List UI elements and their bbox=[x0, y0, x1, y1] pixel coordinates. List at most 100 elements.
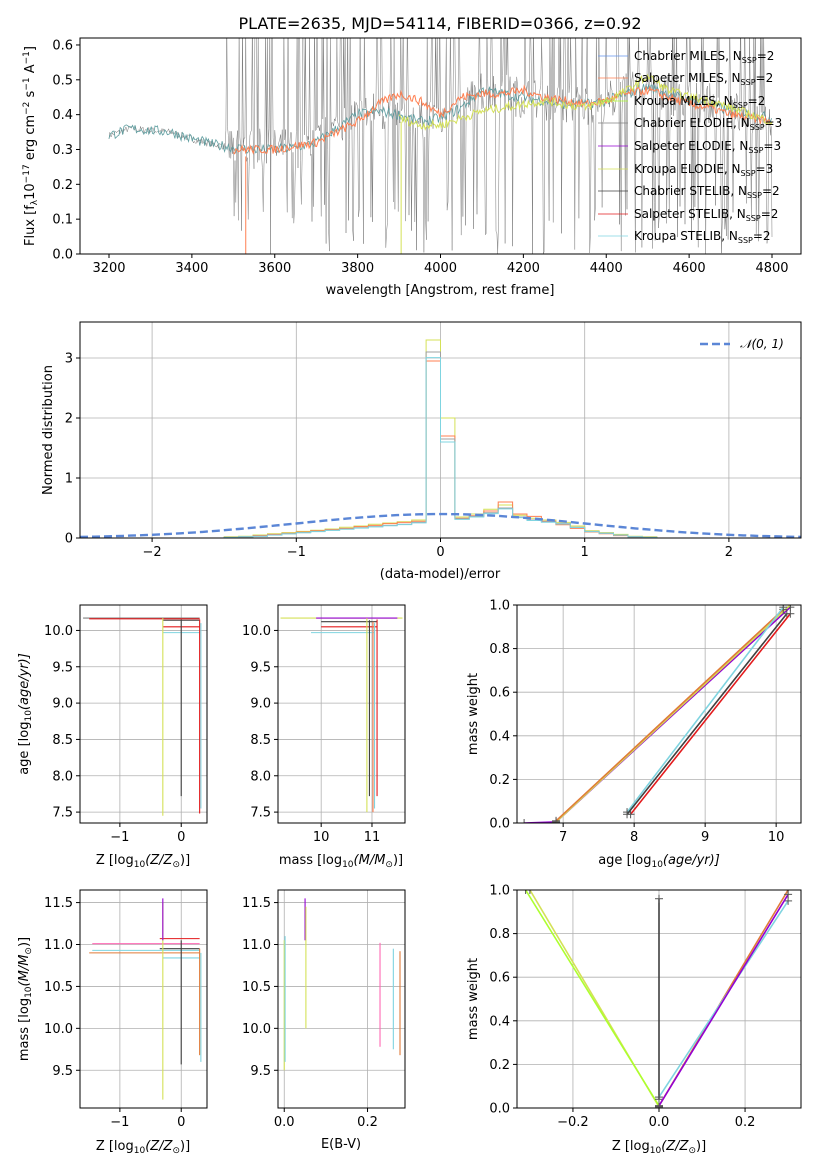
x-tick-label: 0.0 bbox=[649, 1115, 670, 1130]
y-tick-label: 8.5 bbox=[250, 733, 271, 748]
y-tick-label: 11.0 bbox=[44, 938, 73, 953]
y-tick-label: 1.0 bbox=[489, 884, 510, 899]
y-tick-label: 0.4 bbox=[489, 729, 510, 744]
mw-z-xlabel: Z [log10(Z/Z⊙)] bbox=[612, 1139, 706, 1156]
mass-weight-line bbox=[658, 893, 789, 1107]
legend-salpeter-stelib: Salpeter STELIB, NSSP=2 bbox=[634, 207, 778, 223]
mw-age-ylabel: mass weight bbox=[466, 673, 481, 755]
spectrum-model-kroupa bbox=[398, 73, 773, 131]
y-tick-label: 0.0 bbox=[489, 817, 510, 832]
x-tick-label: 0.2 bbox=[357, 1115, 378, 1130]
y-tick-label: 3 bbox=[65, 352, 73, 367]
y-tick-label: 0.8 bbox=[489, 927, 510, 942]
y-tick-label: 11.0 bbox=[242, 938, 271, 953]
y-tick-label: 10.0 bbox=[44, 1022, 73, 1037]
x-tick-label: 0 bbox=[436, 545, 444, 560]
x-tick-label: 9 bbox=[701, 830, 709, 845]
y-tick-label: 1.0 bbox=[489, 599, 510, 614]
y-tick-label: 0.2 bbox=[52, 178, 73, 193]
x-tick-label: 4800 bbox=[755, 261, 788, 276]
mass-weight-line bbox=[629, 613, 791, 815]
y-tick-label: 9.0 bbox=[250, 697, 271, 712]
x-tick-label: −2 bbox=[143, 545, 162, 560]
x-tick-label: 10 bbox=[313, 830, 330, 845]
x-tick-label: 4200 bbox=[507, 261, 540, 276]
y-tick-label: 0.2 bbox=[489, 773, 510, 788]
x-tick-label: 10 bbox=[768, 830, 785, 845]
x-tick-label: 3400 bbox=[175, 261, 208, 276]
y-tick-label: 8.5 bbox=[52, 733, 73, 748]
y-tick-label: 0.6 bbox=[489, 971, 510, 986]
y-tick-label: 11.5 bbox=[44, 896, 73, 911]
mass-weight-line bbox=[626, 613, 788, 815]
age-vs-metallicity-panel: −1 0 7.5 8.0 8.5 9.0 9.5 10.0 Z [log10(Z/Z⊙)] a… bbox=[17, 604, 208, 870]
age-vs-mass-panel: 10 11 7.5 8.0 8.5 9.0 9.5 10.0 mass [log10(M/M⊙… bbox=[242, 604, 406, 870]
mw-age-axes-frame bbox=[516, 604, 802, 824]
y-tick-label: 11.5 bbox=[242, 896, 271, 911]
y-tick-label: 10.0 bbox=[242, 1022, 271, 1037]
legend-chabrier-elodie: Chabrier ELODIE, NSSP=3 bbox=[634, 116, 782, 132]
x-tick-label: 4400 bbox=[590, 261, 623, 276]
legend-kroupa-elodie: Kroupa ELODIE, NSSP=3 bbox=[634, 162, 773, 178]
x-tick-label: 4000 bbox=[424, 261, 457, 276]
x-tick-label: 3200 bbox=[92, 261, 125, 276]
x-tick-label: 1 bbox=[581, 545, 589, 560]
y-tick-label: 0.0 bbox=[489, 1102, 510, 1117]
x-tick-label: 8 bbox=[630, 830, 638, 845]
x-tick-label: 4600 bbox=[673, 261, 706, 276]
y-tick-label: 7.5 bbox=[52, 806, 73, 821]
age-z-xlabel: Z [log10(Z/Z⊙)] bbox=[96, 853, 190, 870]
y-tick-label: 0.4 bbox=[52, 108, 73, 123]
x-tick-label: 3800 bbox=[341, 261, 374, 276]
y-tick-label: 0.0 bbox=[52, 248, 73, 263]
y-tick-label: 0.2 bbox=[489, 1058, 510, 1073]
residuals-panel: −2 −1 0 1 2 0 1 2 3 (data-model)/error Normed di… bbox=[41, 321, 802, 582]
x-tick-label: 0.0 bbox=[274, 1115, 295, 1130]
y-tick-label: 0.6 bbox=[489, 686, 510, 701]
y-tick-label: 10.5 bbox=[242, 980, 271, 995]
x-tick-label: 0 bbox=[177, 830, 185, 845]
y-tick-label: 10.5 bbox=[44, 980, 73, 995]
mass-weight-line bbox=[524, 890, 660, 1107]
x-tick-label: 7 bbox=[559, 830, 567, 845]
legend-kroupa-miles: Kroupa MILES, NSSP=2 bbox=[634, 94, 765, 110]
x-tick-label: 0 bbox=[177, 1115, 185, 1130]
residuals-ylabel: Normed distribution bbox=[41, 365, 56, 495]
spectrum-xlabel: wavelength [Angstrom, rest frame] bbox=[326, 283, 555, 298]
mass-ebv-axes-frame bbox=[277, 889, 406, 1109]
y-tick-label: 9.5 bbox=[52, 1064, 73, 1079]
legend-chabrier-miles: Chabrier MILES, NSSP=2 bbox=[634, 49, 774, 65]
legend-salpeter-elodie: Salpeter ELODIE, NSSP=3 bbox=[634, 139, 781, 155]
mass-z-ylabel: mass [log10(M/M⊙)] bbox=[17, 937, 34, 1061]
y-tick-label: 0.4 bbox=[489, 1014, 510, 1029]
mass-z-axes-frame bbox=[79, 889, 208, 1109]
massweight-vs-metallicity-panel: −0.2 0.0 0.2 0.0 0.2 0.4 0.6 0.8 1.0 Z [log10(Z/… bbox=[466, 884, 802, 1156]
spectrum-legend: Chabrier MILES, NSSP=2 Salpeter MILES, N… bbox=[598, 49, 782, 245]
y-tick-label: 0 bbox=[65, 532, 73, 547]
age-mass-axes-frame bbox=[277, 604, 406, 824]
spectrum-panel: 3200 3400 3600 3800 4000 4200 4400 4600 4800 0.0 0… bbox=[22, 37, 802, 298]
spectrum-data-lines bbox=[108, 38, 773, 254]
y-tick-label: 10.0 bbox=[242, 624, 271, 639]
x-tick-label: 2 bbox=[725, 545, 733, 560]
y-tick-label: 0.5 bbox=[52, 73, 73, 88]
histogram-stelib bbox=[80, 357, 801, 538]
legend-chabrier-stelib: Chabrier STELIB, NSSP=2 bbox=[634, 184, 780, 200]
mass-vs-ebv-panel: 0.0 0.2 9.5 10.0 10.5 11.0 11.5 E(B-V) bbox=[242, 889, 406, 1152]
figure-title: PLATE=2635, MJD=54114, FIBERID=0366, z=0… bbox=[238, 14, 641, 33]
residuals-legend: 𝒩(0, 1) bbox=[700, 337, 784, 351]
x-tick-label: −1 bbox=[287, 545, 306, 560]
y-tick-label: 9.5 bbox=[250, 1064, 271, 1079]
mass-ebv-xlabel: E(B-V) bbox=[321, 1137, 361, 1152]
legend-kroupa-stelib: Kroupa STELIB, NSSP=2 bbox=[634, 229, 771, 245]
y-tick-label: 8.0 bbox=[52, 769, 73, 784]
y-tick-label: 0.6 bbox=[52, 38, 73, 53]
mw-z-ylabel: mass weight bbox=[466, 958, 481, 1040]
x-tick-label: 0.2 bbox=[735, 1115, 756, 1130]
y-tick-label: 10.0 bbox=[44, 624, 73, 639]
normal-curve bbox=[80, 512, 801, 538]
legend-normal: 𝒩(0, 1) bbox=[740, 337, 784, 351]
mass-vs-metallicity-panel: −1 0 9.5 10.0 10.5 11.0 11.5 Z [log10(Z/Z⊙)] m… bbox=[17, 889, 208, 1156]
x-tick-label: −1 bbox=[110, 1115, 129, 1130]
age-mass-xlabel: mass [log10(M/M⊙)] bbox=[279, 853, 403, 870]
